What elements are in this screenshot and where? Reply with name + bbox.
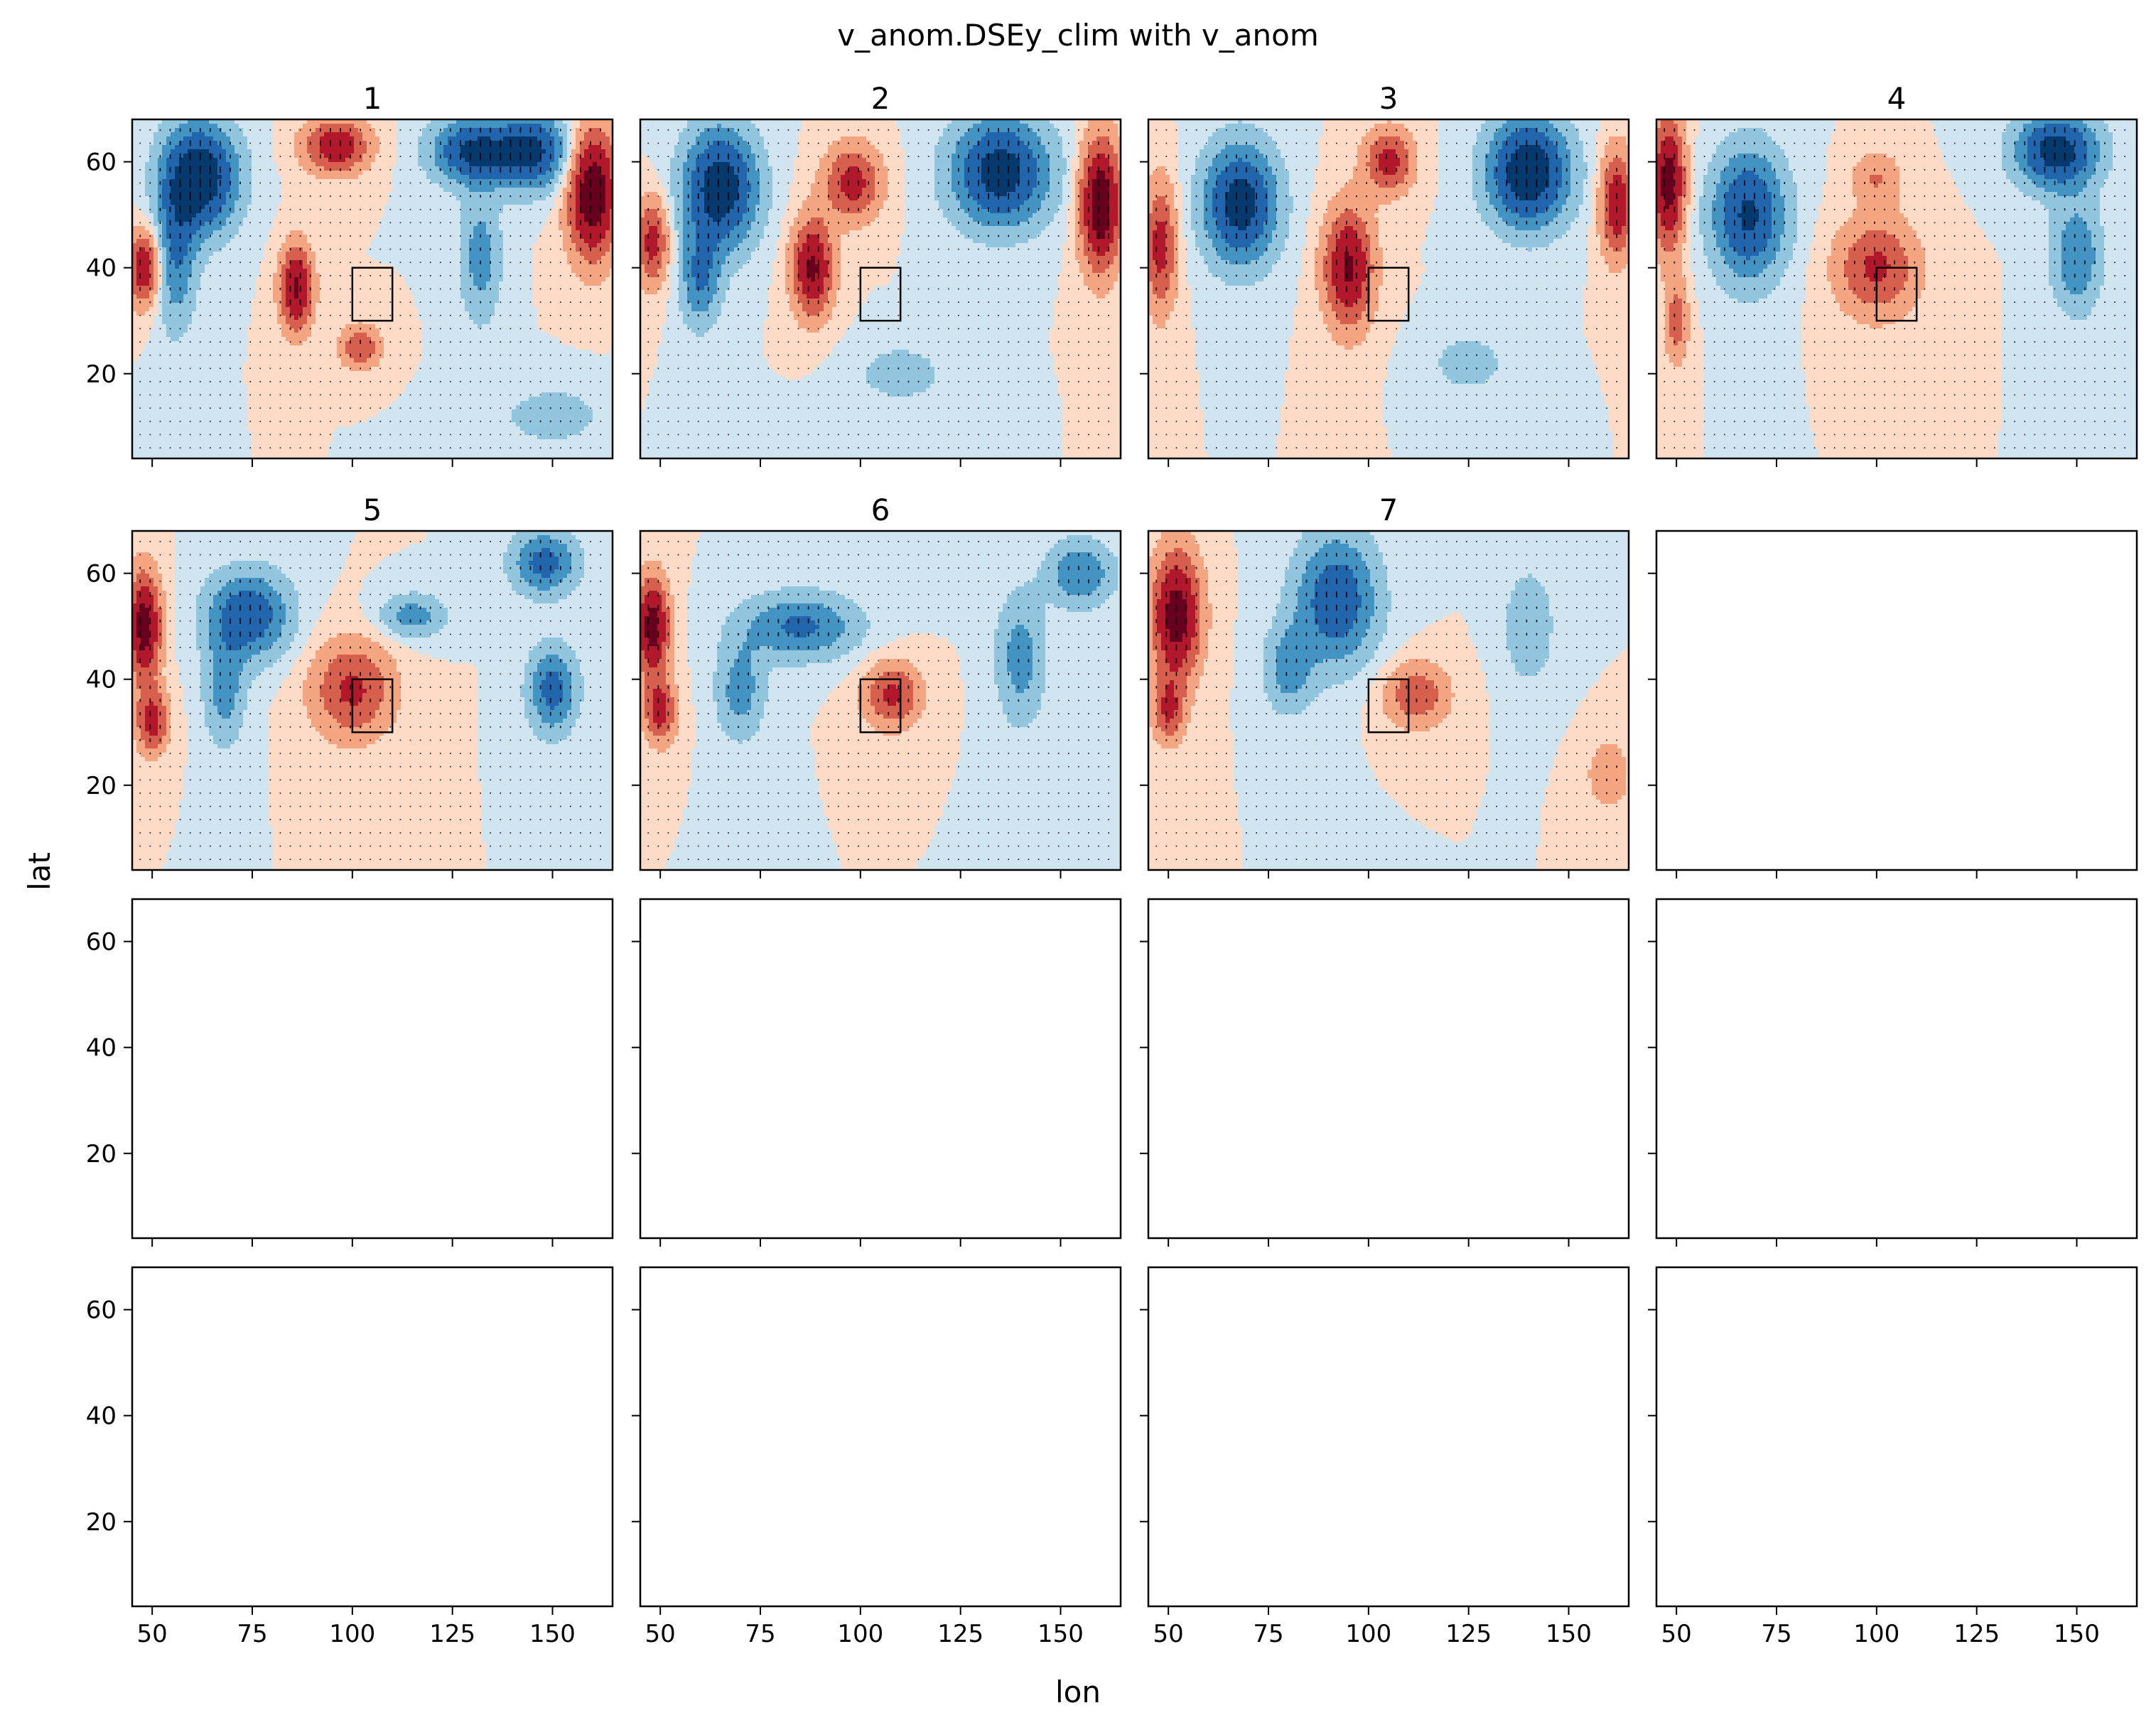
subplot-title-6: 6 — [871, 493, 890, 527]
y-tick-label: 20 — [86, 360, 117, 389]
y-tick-label: 60 — [86, 149, 117, 177]
x-tick-label: 125 — [1445, 1620, 1492, 1648]
x-axis-label: lon — [1055, 1675, 1101, 1709]
subplot-2: 2 — [632, 81, 1121, 467]
subplot-16: 50 75 100 125 150 — [1648, 1267, 2137, 1648]
figure-suptitle: v_anom.DSEy_clim with v_anom — [837, 18, 1319, 53]
subplot-13: 50 75 100 125 150 20 40 60 — [86, 1267, 613, 1648]
subplot-title-1: 1 — [363, 81, 382, 116]
x-tick-label: 125 — [429, 1620, 475, 1648]
x-tick-label: 150 — [529, 1620, 576, 1648]
subplot-title-7: 7 — [1379, 493, 1398, 527]
subplot-7: 7 — [1140, 493, 1629, 879]
y-tick-label: 60 — [86, 560, 117, 589]
subplot-grid: 1 20 40 60 2 3 4 5 20 40 60 6 7 20 40 60 50 75 100 125 150 20… — [86, 81, 2138, 1648]
subplot-1: 1 20 40 60 — [86, 81, 613, 467]
subplot-11 — [1140, 899, 1629, 1247]
subplot-15: 50 75 100 125 150 — [1140, 1267, 1629, 1648]
subplot-title-2: 2 — [871, 81, 890, 116]
y-tick-label: 40 — [86, 254, 117, 283]
plot-area — [640, 1267, 1121, 1606]
y-tick-label: 40 — [86, 1402, 117, 1431]
x-tick-label: 125 — [937, 1620, 983, 1648]
x-tick-label: 150 — [2054, 1620, 2100, 1648]
x-tick-label: 50 — [137, 1620, 168, 1648]
plot-area — [1148, 899, 1629, 1238]
x-tick-label: 75 — [1761, 1620, 1791, 1648]
y-tick-label: 20 — [86, 772, 117, 800]
plot-area — [1656, 1267, 2137, 1606]
plot-area — [640, 899, 1121, 1238]
plot-area — [1148, 1267, 1629, 1606]
plot-area — [1656, 531, 2137, 870]
x-tick-label: 100 — [329, 1620, 375, 1648]
x-tick-label: 75 — [1253, 1620, 1283, 1648]
x-tick-label: 100 — [1853, 1620, 1899, 1648]
plot-area — [132, 1267, 613, 1606]
y-axis-label: lat — [22, 852, 57, 891]
y-tick-label: 40 — [86, 666, 117, 694]
subplot-8 — [1648, 531, 2137, 879]
x-tick-label: 125 — [1953, 1620, 2000, 1648]
plot-area — [132, 899, 613, 1238]
y-tick-label: 60 — [86, 1296, 117, 1325]
subplot-title-5: 5 — [363, 493, 382, 527]
y-tick-label: 20 — [86, 1140, 117, 1168]
x-tick-label: 100 — [837, 1620, 883, 1648]
subplot-10 — [632, 899, 1121, 1247]
subplot-title-3: 3 — [1379, 81, 1398, 116]
subplot-12 — [1648, 899, 2137, 1247]
subplot-title-4: 4 — [1887, 81, 1907, 116]
x-tick-label: 150 — [1037, 1620, 1084, 1648]
x-tick-label: 75 — [745, 1620, 775, 1648]
subplot-3: 3 — [1140, 81, 1629, 467]
x-tick-label: 50 — [1153, 1620, 1184, 1648]
x-tick-label: 50 — [645, 1620, 676, 1648]
x-tick-label: 50 — [1661, 1620, 1692, 1648]
subplot-14: 50 75 100 125 150 — [632, 1267, 1121, 1648]
subplot-9: 20 40 60 — [86, 899, 613, 1247]
y-tick-label: 20 — [86, 1508, 117, 1537]
plot-area — [1656, 899, 2137, 1238]
y-tick-label: 40 — [86, 1034, 117, 1063]
subplot-5: 5 20 40 60 — [86, 493, 613, 879]
y-tick-label: 60 — [86, 928, 117, 957]
x-tick-label: 150 — [1546, 1620, 1592, 1648]
x-tick-label: 100 — [1345, 1620, 1391, 1648]
subplot-4: 4 — [1648, 81, 2138, 467]
subplot-6: 6 — [632, 493, 1121, 879]
x-tick-label: 75 — [237, 1620, 267, 1648]
